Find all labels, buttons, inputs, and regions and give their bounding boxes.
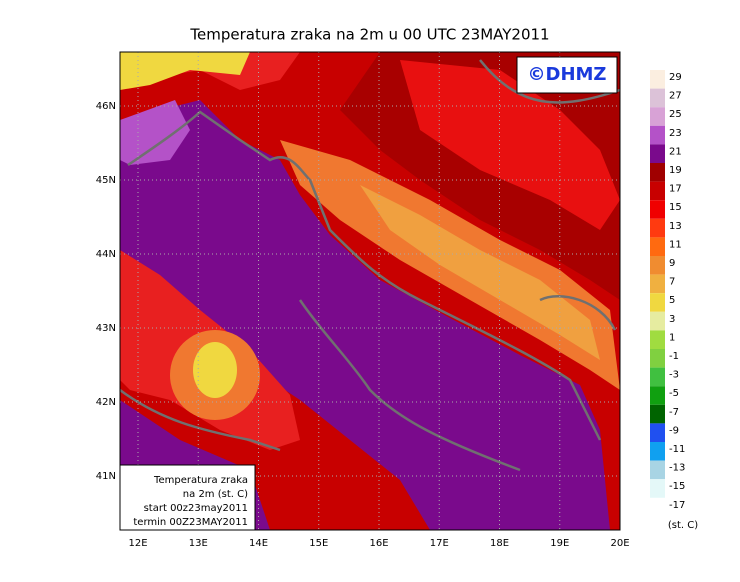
colorbar-box (650, 163, 665, 182)
colorbar-box (650, 274, 665, 294)
lon-label: 14E (249, 538, 268, 549)
colorbar-label: 21 (669, 146, 682, 157)
lon-label: 17E (430, 538, 449, 549)
colorbar-label: -3 (669, 370, 679, 381)
colorbar-box (650, 404, 665, 424)
info-text: Temperatura zraka na 2m (st. C) start 00z2… (133, 475, 248, 528)
colorbar-box (650, 107, 665, 126)
colorbar-label: -5 (669, 388, 679, 399)
colorbar-box (650, 181, 665, 201)
colorbar-label: 11 (669, 239, 682, 250)
colorbar-box (650, 218, 665, 238)
colorbar-label: -11 (669, 444, 685, 455)
colorbar-label: 25 (669, 109, 682, 120)
colorbar-unit: (st. C) (668, 520, 698, 531)
colorbar-box (650, 256, 665, 275)
field-cool (120, 52, 250, 90)
info-line: na 2m (st. C) (183, 489, 248, 500)
lat-label: 43N (96, 323, 116, 334)
colorbar: 29 27 25 23 21 19 17 15 13 11 9 7 5 3 1 -1 -3 -5 -7 -9 -11 -1… (650, 70, 685, 511)
field-inland-red (400, 60, 620, 230)
colorbar-label: -1 (669, 351, 679, 362)
colorbar-label: 3 (669, 314, 675, 325)
colorbar-label: -15 (669, 481, 685, 492)
lat-label: 41N (96, 471, 116, 482)
colorbar-label: 13 (669, 221, 682, 232)
colorbar-box (650, 200, 665, 219)
colorbar-label: 15 (669, 202, 682, 213)
lon-label: 18E (490, 538, 509, 549)
logo-box (516, 56, 618, 94)
field-apennines-high (193, 342, 237, 398)
colorbar-box (650, 367, 665, 387)
colorbar-label: 29 (669, 72, 682, 83)
colorbar-box (650, 70, 665, 89)
lon-label: 12E (128, 538, 147, 549)
colorbar-label: -7 (669, 407, 679, 418)
lat-label: 46N (96, 101, 116, 112)
colorbar-label: 19 (669, 165, 682, 176)
map-frame (119, 51, 621, 531)
colorbar-label: 7 (669, 277, 675, 288)
colorbar-label: -13 (669, 463, 685, 474)
info-box (119, 464, 256, 531)
colorbar-label: -17 (669, 500, 685, 511)
colorbar-box (650, 237, 665, 256)
lon-label: 20E (610, 538, 629, 549)
lat-label: 42N (96, 397, 116, 408)
info-line: Temperatura zraka (153, 475, 248, 486)
colorbar-box (650, 293, 665, 312)
colorbar-box (650, 460, 665, 480)
colorbar-label: -9 (669, 425, 679, 436)
lat-label: 44N (96, 249, 116, 260)
colorbar-label: 5 (669, 295, 675, 306)
colorbar-box (650, 479, 665, 498)
colorbar-box (650, 386, 665, 405)
graticule (120, 52, 620, 530)
logo: ©DHMZ (528, 64, 607, 85)
lat-label: 45N (96, 175, 116, 186)
info-line: termin 00Z23MAY2011 (133, 517, 248, 528)
colorbar-box (650, 330, 665, 349)
coastline (119, 59, 621, 472)
colorbar-label: 27 (669, 91, 682, 102)
info-line: start 00z23may2011 (144, 503, 248, 514)
colorbar-box (650, 442, 665, 461)
lon-label: 15E (309, 538, 328, 549)
colorbar-box (650, 125, 665, 145)
colorbar-box (650, 349, 665, 368)
colorbar-label: 23 (669, 128, 682, 139)
colorbar-label: 17 (669, 184, 682, 195)
lon-label: 16E (369, 538, 388, 549)
temperature-field (119, 52, 621, 530)
colorbar-box (650, 88, 665, 108)
colorbar-box (650, 311, 665, 331)
colorbar-label: 9 (669, 258, 675, 269)
field-sea (120, 100, 610, 530)
colorbar-box (650, 423, 665, 442)
lon-label: 13E (189, 538, 208, 549)
colorbar-box (650, 144, 665, 163)
map-title: Temperatura zraka na 2m u 00 UTC 23MAY20… (189, 26, 549, 44)
field-mountains-high (360, 185, 600, 360)
lon-label: 19E (550, 538, 569, 549)
colorbar-label: 1 (669, 332, 675, 343)
